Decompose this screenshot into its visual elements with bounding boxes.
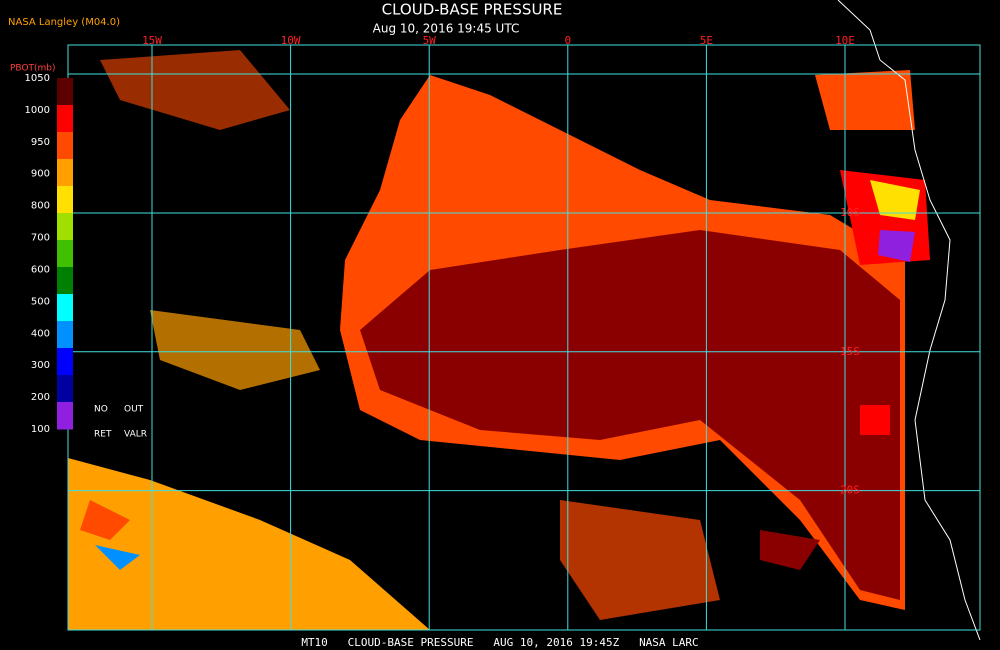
- legend-tick-label: 600: [31, 264, 50, 275]
- color-segment: [57, 159, 73, 187]
- color-segment: [57, 375, 73, 403]
- cloud-deck: [360, 230, 900, 600]
- source-label: NASA Langley (M04.0): [8, 17, 120, 28]
- color-segment: [57, 186, 73, 214]
- lon-label: 5W: [423, 34, 437, 47]
- color-segment: [57, 321, 73, 349]
- legend-tick-label: 700: [31, 233, 50, 244]
- lat-label: 20S: [840, 484, 860, 497]
- coastline: [837, 0, 981, 641]
- cloud-patch: [100, 50, 290, 130]
- cloud-patch: [870, 180, 920, 220]
- color-segment: [57, 213, 73, 241]
- cloud-patch: [80, 500, 130, 540]
- legend-note: RET: [94, 430, 112, 440]
- lon-label: 10E: [835, 34, 855, 47]
- lat-label: 15S: [840, 345, 860, 358]
- cloud-patch: [150, 310, 320, 390]
- legend-tick-label: 900: [31, 169, 50, 180]
- legend-tick-label: 500: [31, 296, 50, 307]
- color-segment: [57, 78, 73, 106]
- legend-tick-label: 100: [31, 424, 50, 435]
- lon-label: 0: [564, 34, 571, 47]
- legend-note: VALR: [124, 430, 147, 440]
- color-segment: [57, 240, 73, 268]
- lat-label: 10S: [840, 206, 860, 219]
- color-segment: [57, 294, 73, 322]
- lon-label: 5E: [700, 34, 713, 47]
- color-segment: [57, 105, 73, 133]
- legend-tick-label: 800: [31, 201, 50, 212]
- cloud-patch: [95, 545, 140, 570]
- legend-note: OUT: [124, 405, 144, 415]
- legend-tick-label: 1050: [25, 73, 50, 84]
- title: CLOUD-BASE PRESSURE: [382, 1, 563, 19]
- cloud-patch: [878, 230, 915, 262]
- legend-tick-label: 950: [31, 137, 50, 148]
- color-segment: [57, 402, 73, 430]
- color-segment: [57, 267, 73, 295]
- color-segment: [57, 132, 73, 160]
- legend-note: NO: [94, 405, 108, 415]
- cloud-patch: [815, 70, 915, 130]
- legend-tick-label: 300: [31, 360, 50, 371]
- color-segment: [57, 348, 73, 376]
- cloud-patch: [860, 405, 890, 435]
- cloud-patch: [760, 530, 820, 570]
- cloud-field: [68, 50, 930, 630]
- low-cloud: [68, 458, 430, 630]
- legend-tick-label: 1000: [25, 105, 50, 116]
- legend-tick-label: 400: [31, 328, 50, 339]
- legend-label: PBOT(mb): [10, 64, 56, 74]
- lon-label: 15W: [142, 34, 162, 47]
- cloud-patch: [560, 500, 720, 620]
- footer: MT10 CLOUD-BASE PRESSURE AUG 10, 2016 19…: [301, 636, 698, 649]
- subtitle: Aug 10, 2016 19:45 UTC: [373, 22, 520, 36]
- legend-tick-label: 200: [31, 392, 50, 403]
- lon-label: 10W: [281, 34, 301, 47]
